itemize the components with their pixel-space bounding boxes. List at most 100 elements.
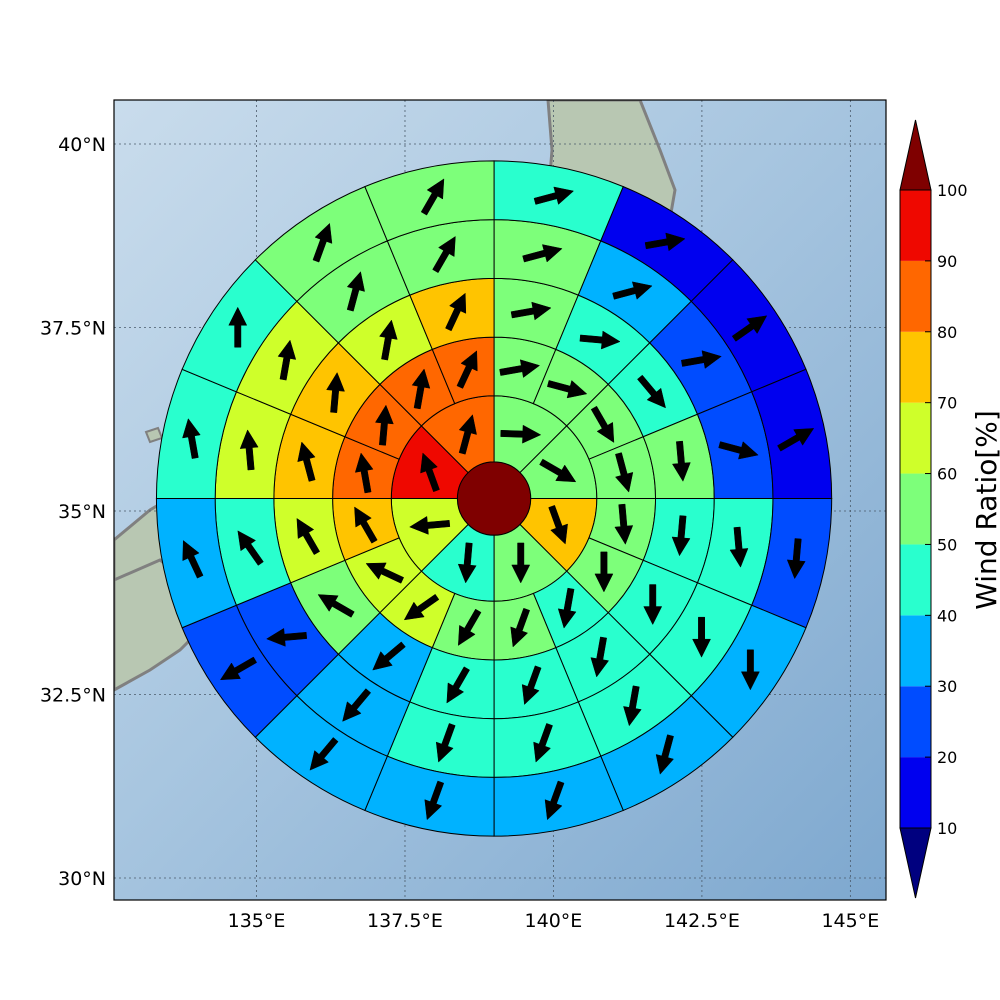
y-tick-label-1: 37.5°N xyxy=(40,318,106,340)
colorbar-tick-labels: 10 20 30 40 50 60 70 80 90 100 xyxy=(925,181,968,838)
wind-arrow-ring4-6 xyxy=(623,685,642,727)
wind-arrow-ring1-3 xyxy=(511,542,531,584)
wind-arrow-ring3-5 xyxy=(643,584,663,626)
wind-arrow-ring3-3 xyxy=(672,440,691,482)
colorbar-block-1 xyxy=(900,686,931,758)
wind-arrow-ring3-0 xyxy=(510,301,552,321)
x-tick-label-3: 142.5°E xyxy=(664,910,740,932)
wind-arrow-ring2-11 xyxy=(354,506,378,544)
wind-arrow-ring2-14 xyxy=(411,368,431,410)
wind-arrow-ring3-14 xyxy=(379,319,398,361)
wind-arrow-ring5-5 xyxy=(740,649,760,691)
x-tick-label-0: 135°E xyxy=(228,910,286,932)
wind-arrow-ring2-1 xyxy=(547,380,588,399)
colorbar-tick-label-0: 10 xyxy=(937,819,957,838)
colorbar-tick-label-4: 50 xyxy=(937,535,957,554)
wind-arrow-ring3-2 xyxy=(637,374,666,409)
colorbar-tick-label-7: 80 xyxy=(937,323,957,342)
x-tick-label-2: 140°E xyxy=(525,910,583,932)
wind-arrow-ring4-1 xyxy=(612,281,653,300)
colorbar: 10 20 30 40 50 60 70 80 90 100 Wind Ratio[%] xyxy=(899,119,1000,899)
wind-arrow-ring2-0 xyxy=(499,359,541,378)
wind-arrow-ring5-13 xyxy=(228,306,248,348)
colorbar-frame xyxy=(899,189,932,829)
sector-rings xyxy=(155,160,833,837)
wind-arrow-ring5-10 xyxy=(219,656,258,681)
wind-arrow-ring5-4 xyxy=(786,538,806,580)
wind-arrow-ring2-4 xyxy=(614,503,634,545)
wind-arrow-ring3-6 xyxy=(590,636,610,678)
colorbar-tick-label-9: 100 xyxy=(937,181,968,200)
wind-arrow-ring4-10 xyxy=(266,627,308,647)
wind-arrows xyxy=(182,178,815,821)
wind-arrow-ring3-8 xyxy=(446,666,470,704)
wind-arrow-ring2-8 xyxy=(458,608,482,646)
colorbar-tick-label-8: 90 xyxy=(937,252,957,271)
wind-arrow-ring5-8 xyxy=(424,780,445,821)
x-tick-labels: 135°E 137.5°E 140°E 142.5°E 145°E xyxy=(228,910,880,932)
colorbar-block-7 xyxy=(900,260,931,332)
wind-arrow-ring2-2 xyxy=(590,405,615,443)
wind-arrow-ring2-9 xyxy=(403,593,440,621)
colorbar-tick-label-6: 70 xyxy=(937,394,957,413)
colorbar-tick-label-5: 60 xyxy=(937,465,957,484)
map-axes: 135°E 137.5°E 140°E 142.5°E 145°E 40°N 37.5°N… xyxy=(40,99,887,932)
wind-arrow-ring4-9 xyxy=(342,688,372,722)
y-tick-labels: 40°N 37.5°N 35°N 32.5°N 30°N xyxy=(40,134,106,890)
colorbar-block-0 xyxy=(900,757,931,828)
colorbar-block-6 xyxy=(900,331,931,403)
wind-arrow-ring2-12 xyxy=(354,452,374,494)
wind-arrow-ring5-1 xyxy=(644,232,686,252)
colorbar-blocks xyxy=(899,119,932,899)
wind-arrow-ring5-14 xyxy=(312,222,333,263)
colorbar-tick-label-3: 40 xyxy=(937,606,957,625)
wind-arrow-ring3-10 xyxy=(317,594,355,618)
wind-arrow-ring5-2 xyxy=(731,315,768,342)
x-tick-label-4: 145°E xyxy=(821,910,879,932)
wind-arrow-ring5-6 xyxy=(655,734,674,775)
wind-arrow-ring4-11 xyxy=(237,530,264,566)
wind-arrow-ring5-12 xyxy=(182,418,201,459)
wind-arrow-ring3-11 xyxy=(296,517,321,556)
colorbar-block-5 xyxy=(900,402,931,474)
wind-arrow-ring2-10 xyxy=(365,562,405,584)
wind-arrow-ring5-11 xyxy=(182,540,204,579)
wind-arrow-ring2-6 xyxy=(557,587,577,629)
wind-arrow-ring4-2 xyxy=(681,350,722,369)
y-tick-label-3: 32.5°N xyxy=(40,684,106,706)
wind-arrow-ring2-5 xyxy=(594,551,614,593)
colorbar-tick-label-1: 20 xyxy=(937,748,957,767)
wind-arrow-ring3-12 xyxy=(297,441,316,482)
wind-arrow-ring5-9 xyxy=(309,737,339,771)
y-tick-label-0: 40°N xyxy=(58,134,106,156)
wind-arrow-ring3-1 xyxy=(579,330,621,350)
colorbar-extend-min xyxy=(899,827,932,899)
wind-arrow-ring4-3 xyxy=(718,441,759,460)
wind-arrow-ring4-14 xyxy=(346,271,365,312)
wind-arrow-ring4-5 xyxy=(692,616,711,658)
colorbar-block-2 xyxy=(900,615,931,687)
wind-arrow-ring3-13 xyxy=(326,372,345,413)
wind-arrow-ring1-1 xyxy=(539,458,577,483)
wind-arrow-ring4-0 xyxy=(522,244,563,263)
wind-arrow-ring5-7 xyxy=(544,780,565,821)
wind-arrow-ring3-4 xyxy=(671,515,691,557)
wind-arrow-ring5-0 xyxy=(533,186,575,205)
wind-arrow-ring1-6 xyxy=(420,452,440,493)
wind-arrow-ring3-9 xyxy=(372,641,406,671)
colorbar-block-4 xyxy=(900,473,931,545)
wind-arrow-ring4-15 xyxy=(432,235,456,274)
wind-arrow-ring2-7 xyxy=(510,607,531,648)
colorbar-tick-label-2: 30 xyxy=(937,677,957,696)
wind-arrow-ring5-15 xyxy=(420,178,445,216)
wind-arrow-ring1-5 xyxy=(409,515,451,535)
map-frame xyxy=(113,99,887,901)
wind-arrow-ring3-15 xyxy=(445,292,467,332)
y-tick-label-2: 35°N xyxy=(58,501,106,523)
colorbar-block-3 xyxy=(900,544,931,616)
wind-arrow-ring5-3 xyxy=(777,428,815,452)
colorbar-block-8 xyxy=(900,190,931,261)
wind-arrow-ring4-12 xyxy=(239,429,259,471)
wind-arrow-ring4-7 xyxy=(533,723,553,763)
y-tick-label-4: 30°N xyxy=(58,868,106,890)
